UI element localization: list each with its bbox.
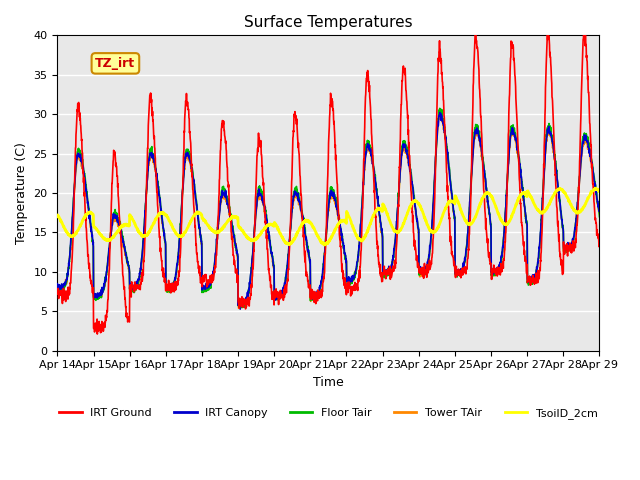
Floor Tair [548,133,556,139]
Floor Tair [563,245,571,251]
Line: Tower TAir: Tower TAir [58,113,600,308]
IRT Ground [205,277,212,283]
Floor Tair [54,286,61,292]
Line: TsoilD_2cm: TsoilD_2cm [58,188,600,245]
Tower TAir [436,110,444,116]
IRT Canopy [548,137,556,143]
Tower TAir [54,285,61,290]
Tower TAir [235,305,243,311]
TsoilD_2cm [344,212,352,218]
IRT Canopy [236,306,244,312]
X-axis label: Time: Time [313,376,344,389]
Title: Surface Temperatures: Surface Temperatures [244,15,413,30]
Line: Floor Tair: Floor Tair [58,108,600,308]
Line: IRT Canopy: IRT Canopy [58,112,600,309]
IRT Canopy [54,281,61,287]
TsoilD_2cm [54,212,61,218]
Floor Tair [205,287,212,293]
Tower TAir [548,141,556,146]
Tower TAir [205,284,212,289]
IRT Canopy [486,218,494,224]
Tower TAir [563,243,571,249]
Tower TAir [486,218,494,224]
TsoilD_2cm [321,242,328,248]
Y-axis label: Temperature (C): Temperature (C) [15,142,28,244]
IRT Canopy [563,247,571,253]
Tower TAir [596,211,604,216]
Floor Tair [356,234,364,240]
Floor Tair [486,216,494,222]
Tower TAir [344,279,352,285]
IRT Ground [563,248,571,254]
Line: IRT Ground: IRT Ground [58,30,600,334]
IRT Ground [93,331,101,337]
TsoilD_2cm [563,194,571,200]
TsoilD_2cm [205,223,212,228]
TsoilD_2cm [548,196,556,202]
Legend: IRT Ground, IRT Canopy, Floor Tair, Tower TAir, TsoilD_2cm: IRT Ground, IRT Canopy, Floor Tair, Towe… [55,404,602,423]
IRT Canopy [356,234,364,240]
Text: TZ_irt: TZ_irt [95,57,136,70]
IRT Ground [54,287,61,293]
TsoilD_2cm [486,192,494,198]
IRT Canopy [436,109,444,115]
IRT Canopy [344,276,352,282]
Floor Tair [238,305,246,311]
IRT Ground [543,27,551,33]
Floor Tair [344,278,352,284]
TsoilD_2cm [356,237,364,242]
Floor Tair [436,106,444,111]
IRT Ground [344,279,352,285]
Tower TAir [356,236,364,241]
TsoilD_2cm [591,185,599,191]
IRT Canopy [596,208,604,214]
TsoilD_2cm [596,189,604,194]
IRT Ground [596,241,604,247]
IRT Ground [548,94,556,100]
Floor Tair [596,214,604,219]
IRT Ground [486,258,494,264]
IRT Canopy [205,283,212,288]
IRT Ground [356,264,364,270]
